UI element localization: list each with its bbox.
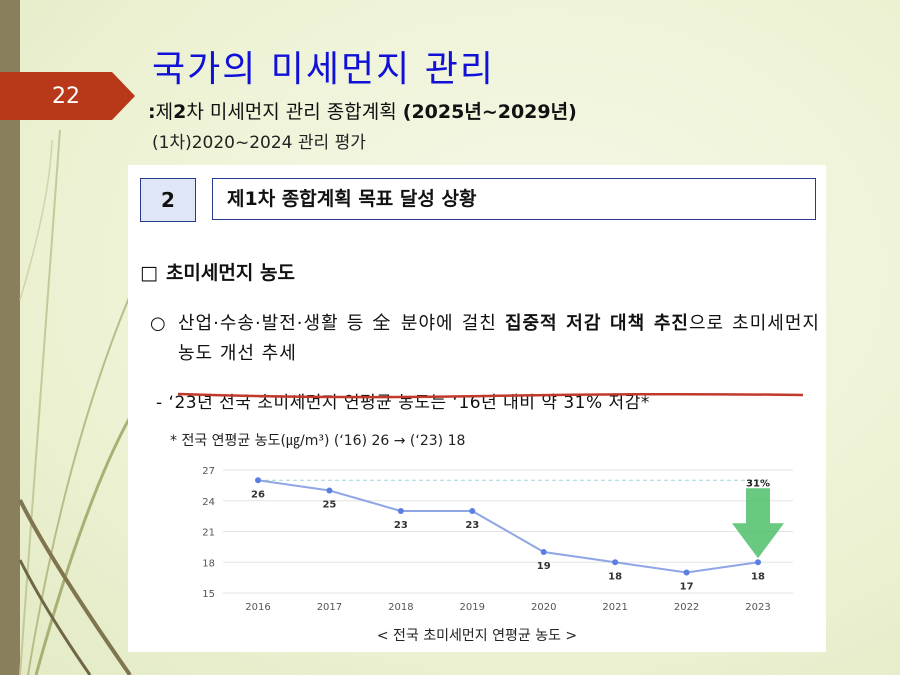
- data-label: 25: [322, 500, 336, 511]
- grass-decoration: [18, 129, 151, 675]
- y-tick-label: 24: [202, 497, 215, 508]
- data-label: 23: [465, 520, 479, 531]
- x-tick-label: 2018: [388, 602, 413, 613]
- x-tick-label: 2019: [460, 602, 485, 613]
- chart-caption: < 전국 초미세먼지 연평균 농도 >: [376, 628, 578, 644]
- data-label: 26: [251, 489, 265, 500]
- checkbox-glyph-icon: □: [140, 262, 158, 284]
- y-tick-label: 15: [202, 589, 215, 600]
- data-point: [540, 549, 547, 555]
- data-label: 17: [680, 582, 694, 593]
- data-point: [683, 569, 690, 576]
- data-point: [397, 508, 404, 514]
- slide-subtitle: :제2차 미세먼지 관리 종합계획 (2025년~2029년): [148, 101, 577, 123]
- left-decor-bar: [0, 0, 20, 675]
- footnote: * 전국 연평균 농도(㎍/m³) (‘16) 26 → (‘23) 18: [170, 433, 466, 449]
- slide-number: 22: [52, 84, 80, 109]
- slide-title: 국가의 미세먼지 관리: [152, 49, 495, 90]
- data-label: 18: [751, 571, 765, 582]
- annotation-label: 31%: [746, 478, 770, 489]
- data-point: [255, 477, 261, 484]
- data-label: 18: [608, 571, 622, 582]
- x-tick-label: 2023: [745, 602, 770, 613]
- summary-paragraph: ○ 산업·수송·발전·생활 등 全 분야에 걸친 집중적 저감 대책 추진으로 …: [150, 309, 820, 369]
- data-label: 19: [537, 561, 551, 572]
- reduction-arrow-icon: [732, 488, 784, 559]
- slide-subtitle-secondary: (1차)2020~2024 관리 평가: [152, 133, 366, 153]
- x-tick-label: 2021: [602, 602, 627, 613]
- pm25-line-chart: 27 24 21 18 15 2016 2017 2018 2019 2020 2021 2022 20…: [202, 466, 793, 613]
- x-tick-label: 2022: [674, 602, 699, 613]
- data-point: [326, 487, 333, 494]
- sub-heading: □ 초미세먼지 농도: [140, 262, 295, 284]
- reduction-statement: - ‘23년 전국 초미세먼지 연평균 농도는 ‘16년 대비 약 31% 저감…: [156, 393, 650, 413]
- series-line: [257, 479, 759, 574]
- y-tick-label: 27: [202, 466, 215, 477]
- y-tick-label: 21: [202, 528, 215, 539]
- y-tick-label: 18: [202, 558, 215, 569]
- data-point: [755, 559, 761, 566]
- section-title: 제1차 종합계획 목표 달성 상황: [212, 178, 816, 220]
- data-point: [612, 559, 619, 566]
- content-panel: 2 제1차 종합계획 목표 달성 상황 □ 초미세먼지 농도 ○ 산업·수송·발전…: [128, 165, 826, 652]
- data-point: [469, 508, 476, 514]
- data-label: 23: [394, 520, 408, 531]
- x-tick-label: 2016: [245, 602, 270, 613]
- x-tick-label: 2020: [531, 602, 556, 613]
- strike-through-mark: [178, 392, 803, 399]
- section-number: 2: [140, 178, 196, 222]
- x-tick-label: 2017: [317, 602, 342, 613]
- circle-bullet-icon: ○: [150, 313, 166, 334]
- slide-number-badge: 22: [0, 72, 135, 120]
